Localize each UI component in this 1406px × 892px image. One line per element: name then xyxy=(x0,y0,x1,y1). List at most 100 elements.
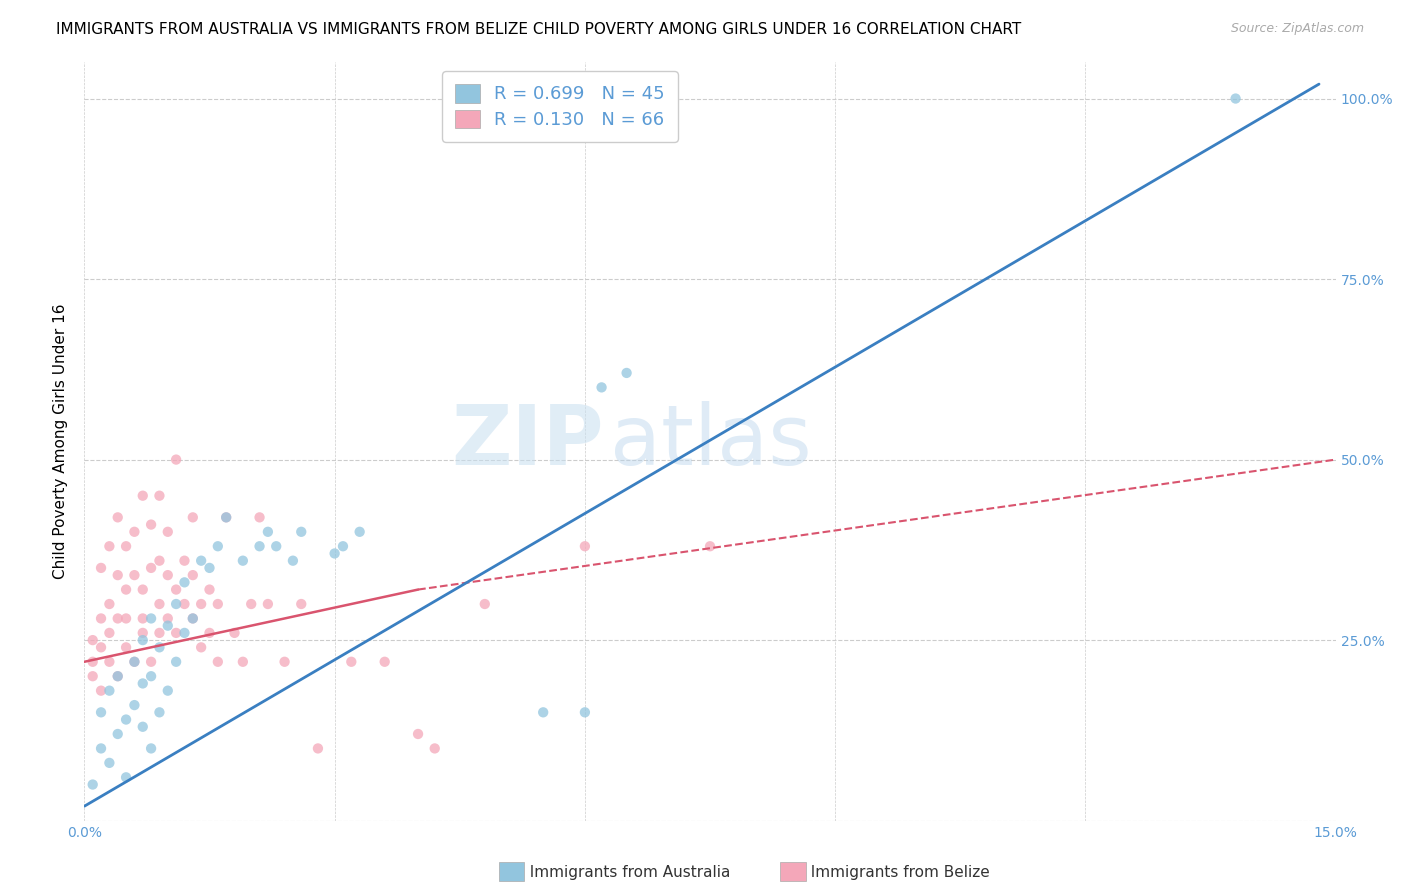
Text: atlas: atlas xyxy=(610,401,811,482)
Point xyxy=(173,575,195,590)
Point xyxy=(257,524,280,539)
Point xyxy=(148,597,170,611)
Point xyxy=(215,510,238,524)
Y-axis label: Child Poverty Among Girls Under 16: Child Poverty Among Girls Under 16 xyxy=(53,304,69,579)
Point xyxy=(173,626,195,640)
Point xyxy=(249,539,271,553)
Point xyxy=(82,655,104,669)
FancyBboxPatch shape xyxy=(780,862,806,881)
Point xyxy=(139,669,162,683)
Point xyxy=(107,611,129,625)
Point xyxy=(181,611,204,625)
Point xyxy=(198,582,221,597)
Point xyxy=(332,539,354,553)
Point xyxy=(423,741,446,756)
Point xyxy=(249,510,271,524)
Point xyxy=(699,539,721,553)
Text: Immigrants from Australia: Immigrants from Australia xyxy=(520,865,731,880)
Point xyxy=(107,727,129,741)
Text: ZIP: ZIP xyxy=(451,401,603,482)
Point xyxy=(132,611,155,625)
Point xyxy=(124,655,146,669)
Text: Source: ZipAtlas.com: Source: ZipAtlas.com xyxy=(1230,22,1364,36)
Point xyxy=(190,640,212,655)
Point xyxy=(90,611,112,625)
Point xyxy=(124,524,146,539)
Point xyxy=(574,539,596,553)
Text: Immigrants from Belize: Immigrants from Belize xyxy=(801,865,990,880)
Point xyxy=(207,539,229,553)
Point xyxy=(132,676,155,690)
Point xyxy=(224,626,246,640)
Point xyxy=(273,655,295,669)
Point xyxy=(290,597,312,611)
Point xyxy=(232,655,254,669)
Point xyxy=(281,554,304,568)
Point xyxy=(115,770,138,784)
Point xyxy=(181,611,204,625)
Point xyxy=(165,452,187,467)
Point xyxy=(132,582,155,597)
Point xyxy=(139,561,162,575)
Point xyxy=(1225,91,1247,105)
Point xyxy=(90,640,112,655)
Point xyxy=(139,655,162,669)
Point xyxy=(132,720,155,734)
Legend: R = 0.699   N = 45, R = 0.130   N = 66: R = 0.699 N = 45, R = 0.130 N = 66 xyxy=(441,71,678,142)
Point xyxy=(139,517,162,532)
Point xyxy=(232,554,254,568)
Point xyxy=(107,568,129,582)
Point xyxy=(156,611,179,625)
Point xyxy=(90,683,112,698)
Point xyxy=(406,727,429,741)
Point xyxy=(148,489,170,503)
Point xyxy=(98,756,121,770)
Point xyxy=(198,626,221,640)
Point xyxy=(181,510,204,524)
Point xyxy=(165,582,187,597)
Point xyxy=(165,597,187,611)
Point xyxy=(98,683,121,698)
Point xyxy=(531,706,554,720)
Point xyxy=(115,640,138,655)
Point xyxy=(90,706,112,720)
Point xyxy=(307,741,329,756)
Point xyxy=(148,554,170,568)
Point xyxy=(115,611,138,625)
Point xyxy=(124,698,146,712)
Point xyxy=(156,524,179,539)
Point xyxy=(124,655,146,669)
Point xyxy=(98,655,121,669)
Point xyxy=(148,640,170,655)
Point xyxy=(181,568,204,582)
Point xyxy=(257,597,280,611)
Point xyxy=(616,366,638,380)
Point xyxy=(132,633,155,648)
Point xyxy=(156,568,179,582)
Point xyxy=(173,597,195,611)
Point xyxy=(190,597,212,611)
Point xyxy=(107,669,129,683)
Point xyxy=(215,510,238,524)
Point xyxy=(107,669,129,683)
Point xyxy=(82,778,104,792)
Point xyxy=(207,655,229,669)
Point xyxy=(190,554,212,568)
Point xyxy=(115,713,138,727)
Point xyxy=(82,669,104,683)
Point xyxy=(139,611,162,625)
Point xyxy=(98,597,121,611)
Point xyxy=(90,561,112,575)
Point xyxy=(474,597,496,611)
Point xyxy=(340,655,363,669)
Point xyxy=(132,626,155,640)
Text: IMMIGRANTS FROM AUSTRALIA VS IMMIGRANTS FROM BELIZE CHILD POVERTY AMONG GIRLS UN: IMMIGRANTS FROM AUSTRALIA VS IMMIGRANTS … xyxy=(56,22,1022,37)
Point xyxy=(115,539,138,553)
Point xyxy=(107,510,129,524)
Point xyxy=(132,489,155,503)
FancyBboxPatch shape xyxy=(499,862,524,881)
Point xyxy=(98,539,121,553)
Point xyxy=(115,582,138,597)
Point xyxy=(290,524,312,539)
Point xyxy=(165,626,187,640)
